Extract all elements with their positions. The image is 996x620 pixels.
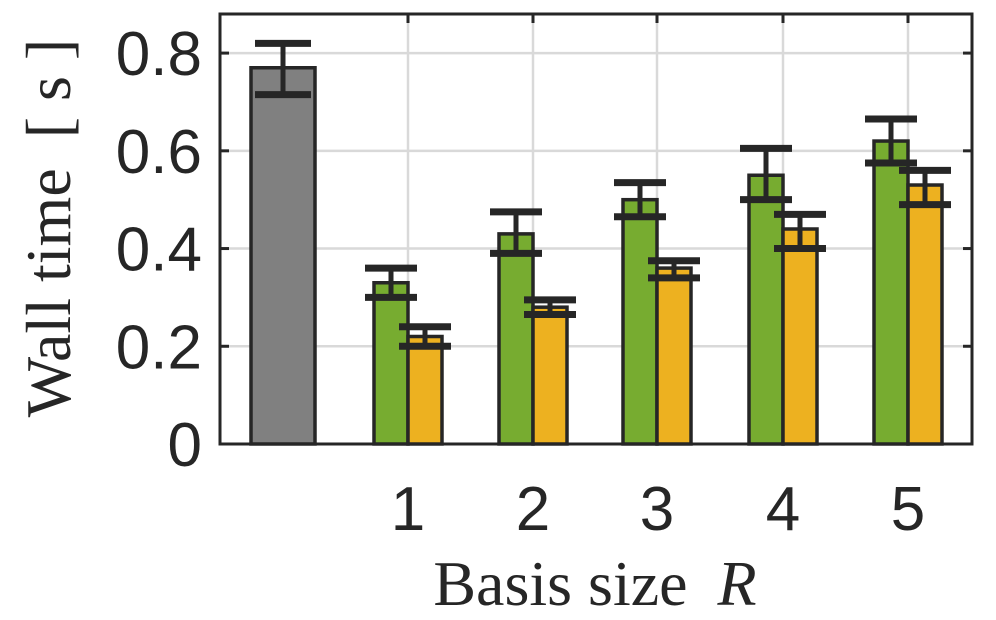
y-tick-label: 0.4	[116, 216, 202, 285]
x-tick-label: 2	[516, 475, 550, 544]
error-bar-series-orange-2	[524, 296, 576, 319]
x-tick-label: 5	[891, 475, 925, 544]
bar-series-green-1	[372, 281, 410, 446]
error-bar-series-green-3	[614, 179, 666, 221]
bar-series-orange-2	[531, 305, 569, 446]
bar-series-orange-1	[406, 334, 444, 446]
plot-frame	[218, 12, 974, 446]
error-bar-series-orange-5	[899, 166, 951, 209]
bars	[249, 66, 944, 446]
y-axis-label-text: Wall time	[13, 168, 84, 417]
error-bar-series-green-4	[740, 144, 792, 204]
y-axis-label-unit: [ s ]	[13, 39, 84, 139]
bar-series-orange-4	[781, 227, 819, 446]
ticks	[220, 14, 972, 446]
error-bar-series-green-1	[365, 264, 417, 301]
bar-series-green-5	[872, 139, 910, 446]
error-bar-series-orange-4	[774, 210, 826, 253]
y-tick-label: 0.6	[116, 118, 202, 187]
bar-series-orange-5	[906, 183, 944, 446]
error-bar-baseline	[255, 39, 311, 99]
error-bar-series-green-5	[865, 115, 917, 167]
bar-series-green-3	[621, 197, 659, 446]
bar-series-green-2	[497, 232, 535, 446]
error-bar-series-orange-1	[399, 323, 451, 350]
error-bar-series-green-2	[490, 208, 542, 257]
x-axis-label-text: Basis size	[433, 548, 687, 619]
error-bars	[255, 39, 951, 350]
x-tick-label: 4	[766, 475, 800, 544]
y-tick-label: 0.2	[116, 313, 202, 382]
grid-lines	[220, 14, 972, 444]
x-axis-label: Basis size R	[433, 548, 756, 619]
tick-labels: 0 0.2 0.4 0.6 0.8 1 2 3 4 5	[116, 20, 925, 544]
error-bar-series-orange-3	[648, 257, 700, 282]
x-tick-label: 3	[640, 475, 674, 544]
x-tick-label: 1	[391, 475, 425, 544]
y-tick-label: 0.8	[116, 20, 202, 89]
bar-baseline	[249, 66, 317, 446]
y-tick-label: 0	[168, 411, 202, 480]
y-axis-label: Wall time [ s ]	[13, 39, 84, 418]
bar-series-orange-3	[655, 266, 693, 446]
x-axis-label-var: R	[717, 548, 757, 619]
